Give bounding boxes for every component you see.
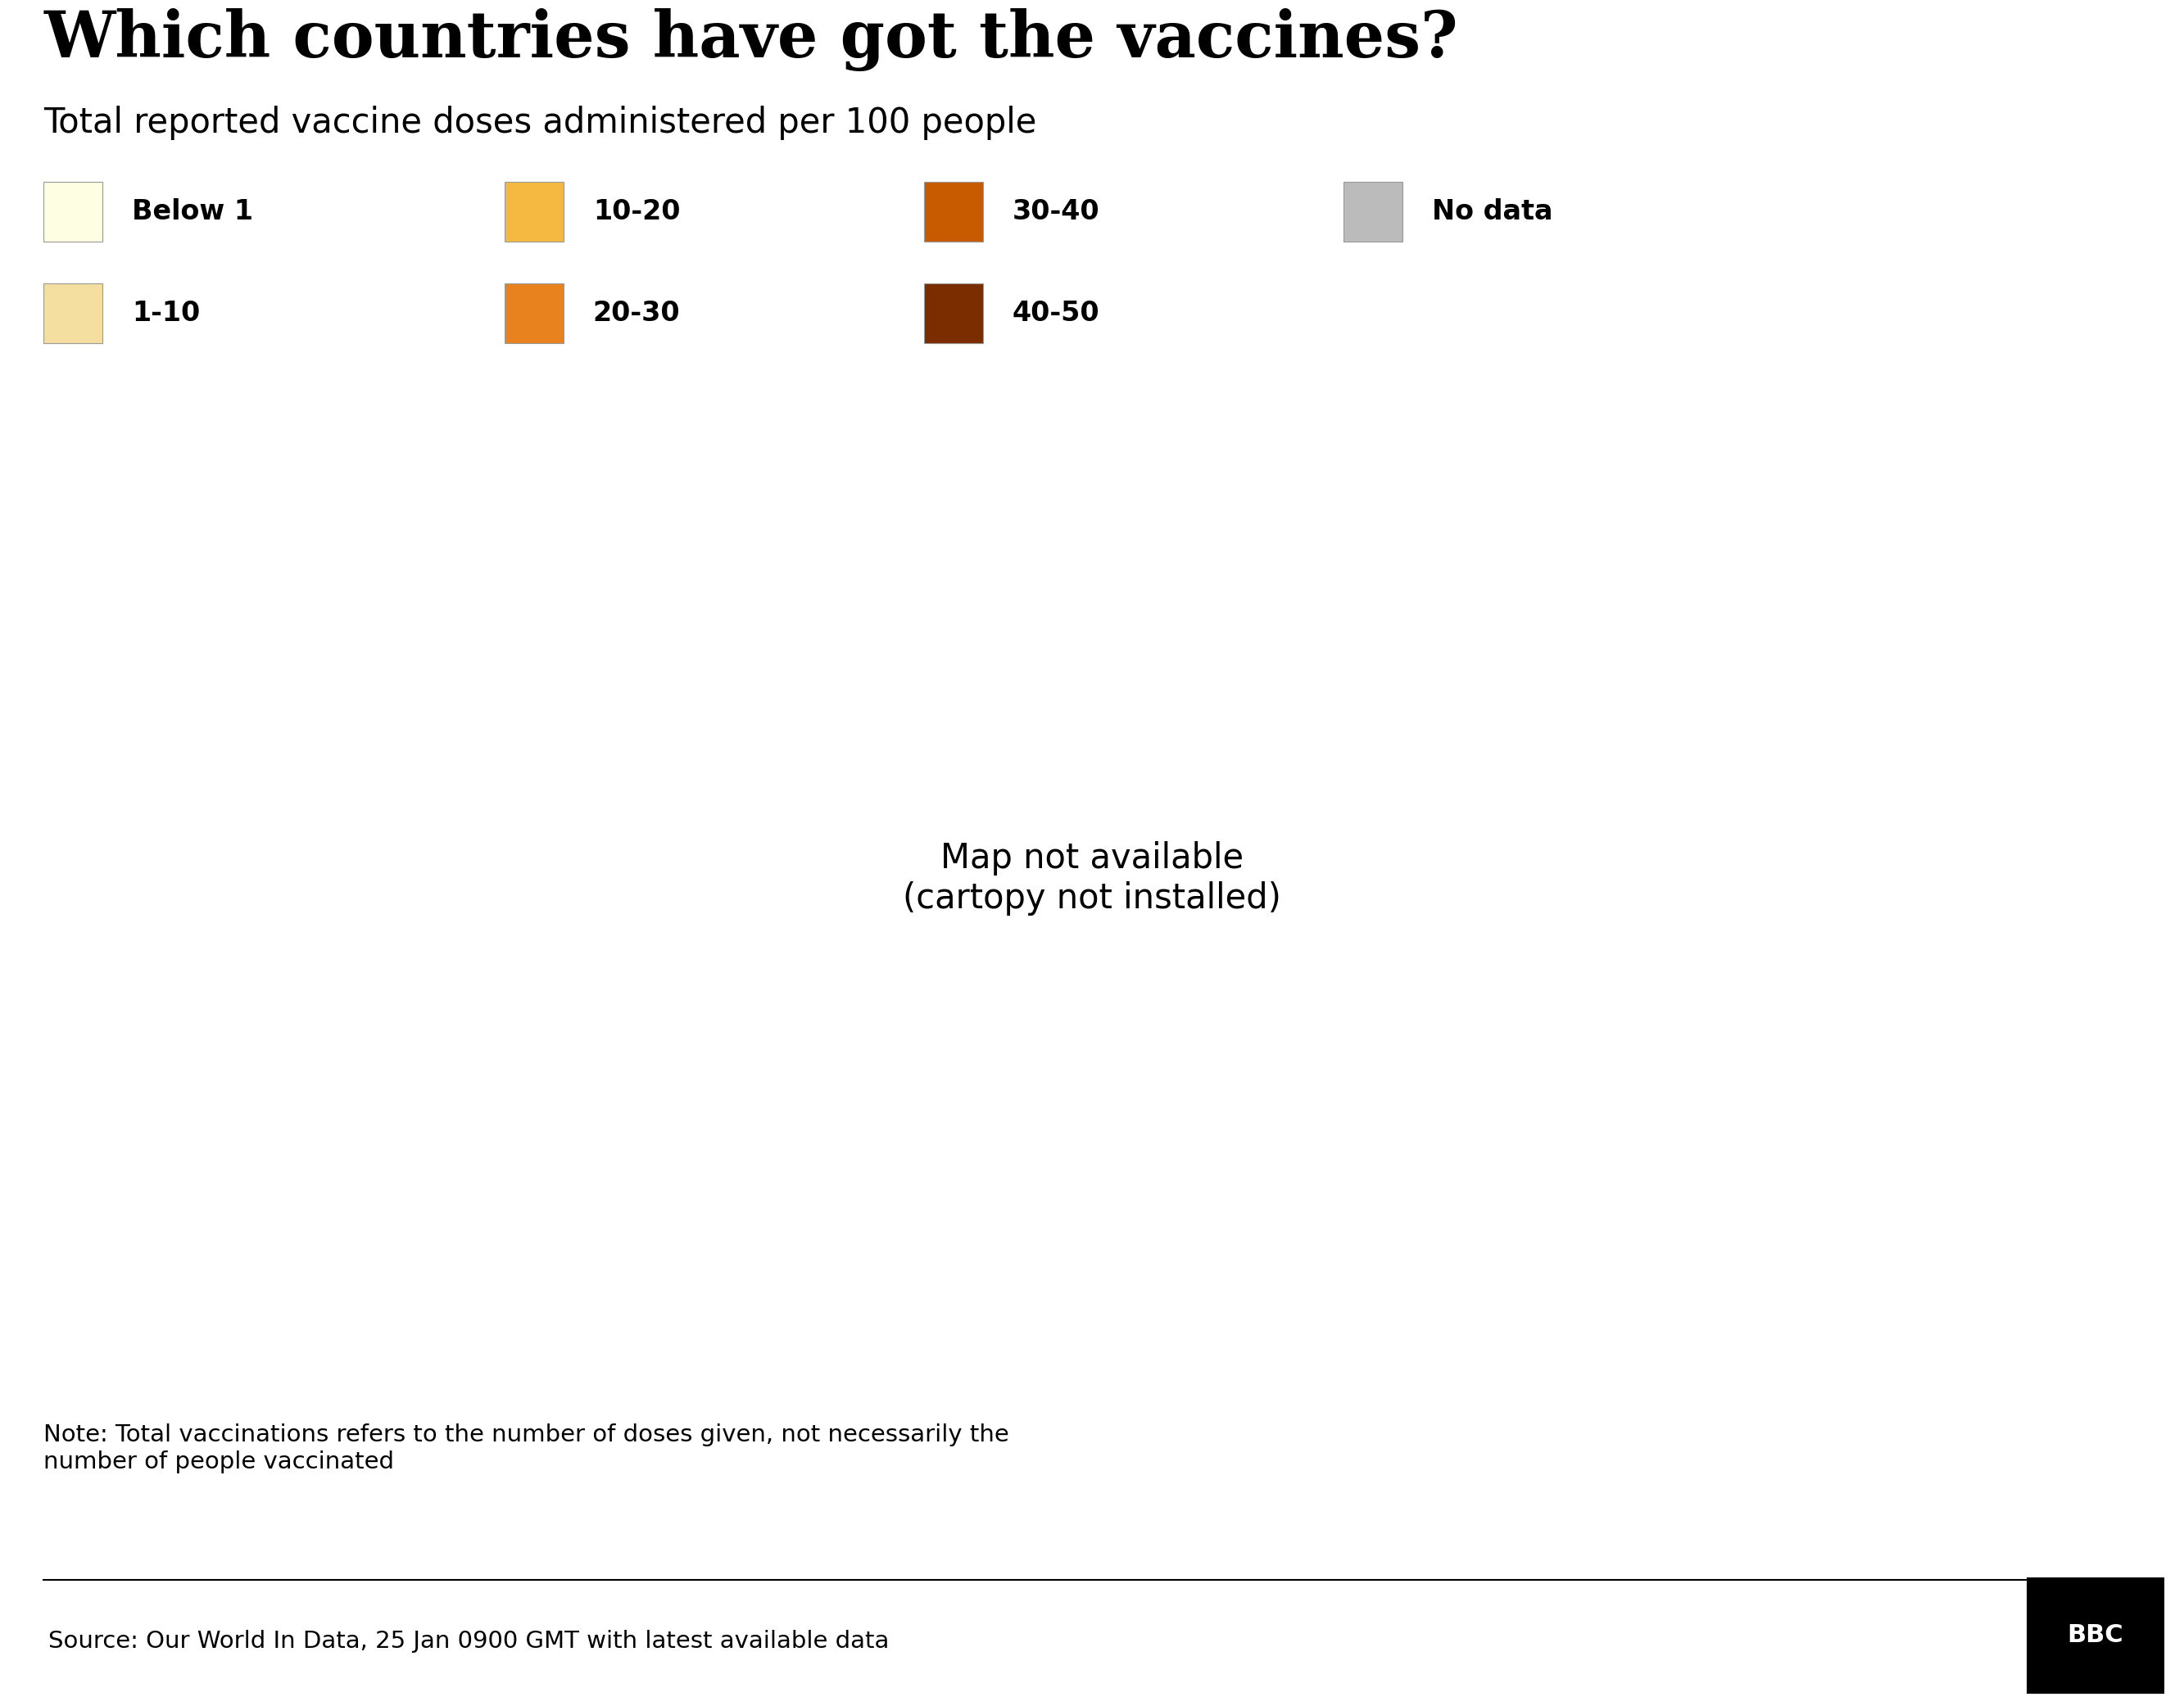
Bar xyxy=(44,183,103,242)
Text: 10-20: 10-20 xyxy=(594,198,679,225)
Bar xyxy=(505,183,563,242)
Text: No data: No data xyxy=(1433,198,1553,225)
Text: 1-10: 1-10 xyxy=(131,300,201,328)
Bar xyxy=(924,183,983,242)
Bar xyxy=(44,283,103,343)
Bar xyxy=(505,283,563,343)
Text: BBC: BBC xyxy=(2068,1624,2123,1648)
Text: 30-40: 30-40 xyxy=(1013,198,1101,225)
Text: Note: Total vaccinations refers to the number of doses given, not necessarily th: Note: Total vaccinations refers to the n… xyxy=(44,1423,1009,1472)
Text: Total reported vaccine doses administered per 100 people: Total reported vaccine doses administere… xyxy=(44,106,1037,140)
Bar xyxy=(924,283,983,343)
Text: Map not available
(cartopy not installed): Map not available (cartopy not installed… xyxy=(902,841,1282,916)
Text: 20-30: 20-30 xyxy=(594,300,681,328)
Text: Which countries have got the vaccines?: Which countries have got the vaccines? xyxy=(44,9,1459,72)
Text: 40-50: 40-50 xyxy=(1013,300,1101,328)
Bar xyxy=(1343,183,1402,242)
Text: Source: Our World In Data, 25 Jan 0900 GMT with latest available data: Source: Our World In Data, 25 Jan 0900 G… xyxy=(48,1629,889,1653)
Text: Below 1: Below 1 xyxy=(131,198,253,225)
Bar xyxy=(2027,1576,2164,1694)
